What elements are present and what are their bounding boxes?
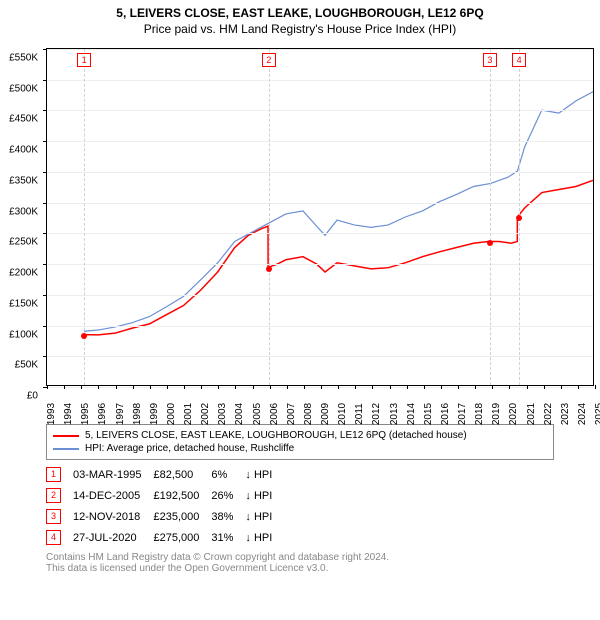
tx-vs-hpi: ↓ HPI [245, 464, 284, 485]
x-tick-label: 2012 [371, 403, 375, 425]
x-axis-labels: 1993199419951996199719981999200020012002… [46, 386, 594, 418]
legend-box: 5, LEIVERS CLOSE, EAST LEAKE, LOUGHBOROU… [46, 424, 554, 460]
x-tick-label: 2011 [354, 403, 358, 425]
x-tick-label: 2009 [320, 403, 324, 425]
tx-price: £275,000 [153, 527, 211, 548]
tx-date: 27-JUL-2020 [73, 527, 153, 548]
x-tick-label: 2018 [474, 403, 478, 425]
y-tick-label: £550K [9, 53, 38, 64]
x-tick-label: 1999 [149, 403, 153, 425]
footer-attribution: Contains HM Land Registry data © Crown c… [46, 552, 554, 574]
x-tick-label: 2025 [594, 403, 598, 425]
y-tick-label: £100K [9, 329, 38, 340]
tx-vs-hpi: ↓ HPI [245, 527, 284, 548]
table-row: 4 27-JUL-2020£275,00031%↓ HPI [46, 527, 284, 548]
x-tick-label: 2015 [423, 403, 427, 425]
x-tick-label: 2023 [560, 403, 564, 425]
transactions-table: 103-MAR-1995£82,5006%↓ HPI214-DEC-2005£1… [46, 464, 284, 548]
tx-vs-hpi: ↓ HPI [245, 506, 284, 527]
tx-price: £82,500 [153, 464, 211, 485]
legend-item: HPI: Average price, detached house, Rush… [53, 442, 547, 455]
x-tick-label: 2005 [252, 403, 256, 425]
x-tick-label: 1997 [115, 403, 119, 425]
legend-label: HPI: Average price, detached house, Rush… [85, 443, 294, 454]
title-line-1: 5, LEIVERS CLOSE, EAST LEAKE, LOUGHBOROU… [4, 6, 596, 20]
x-tick-label: 2004 [234, 403, 238, 425]
tx-pct: 38% [211, 506, 245, 527]
footer-line-1: Contains HM Land Registry data © Crown c… [46, 552, 554, 563]
x-tick-label: 2000 [166, 403, 170, 425]
x-tick-label: 2021 [526, 403, 530, 425]
x-tick-label: 2014 [406, 403, 410, 425]
table-row: 2 14-DEC-2005£192,50026%↓ HPI [46, 485, 284, 506]
x-tick-label: 2019 [491, 403, 495, 425]
y-tick-label: £250K [9, 237, 38, 248]
x-tick-label: 2013 [389, 403, 393, 425]
sale-dot [81, 333, 87, 339]
y-tick-label: £50K [15, 360, 38, 371]
sale-marker: 2 [262, 53, 276, 67]
tx-price: £235,000 [153, 506, 211, 527]
y-tick-label: £150K [9, 298, 38, 309]
tx-date: 14-DEC-2005 [73, 485, 153, 506]
tx-pct: 26% [211, 485, 245, 506]
table-row: 1 03-MAR-1995£82,5006%↓ HPI [46, 464, 284, 485]
y-tick-label: £500K [9, 83, 38, 94]
tx-marker: 1 [46, 467, 61, 482]
chart-lines [47, 49, 593, 385]
legend-swatch [53, 448, 79, 450]
plot-region: 1 2 3 4 [46, 48, 594, 386]
x-tick-label: 2016 [440, 403, 444, 425]
y-tick-label: £300K [9, 206, 38, 217]
legend-label: 5, LEIVERS CLOSE, EAST LEAKE, LOUGHBOROU… [85, 430, 467, 441]
chart-titles: 5, LEIVERS CLOSE, EAST LEAKE, LOUGHBOROU… [0, 0, 600, 38]
y-tick-label: £0 [27, 391, 38, 402]
sale-dot [516, 215, 522, 221]
tx-pct: 6% [211, 464, 245, 485]
sale-marker: 4 [512, 53, 526, 67]
x-tick-label: 1998 [132, 403, 136, 425]
y-axis-labels: £0£50K£100K£150K£200K£250K£300K£350K£400… [0, 48, 42, 386]
x-tick-label: 2010 [337, 403, 341, 425]
sale-marker: 3 [483, 53, 497, 67]
chart-area: £0 £50K £100K £150K £200K £250K £300K £350K £400… [0, 38, 600, 418]
y-tick-label: £350K [9, 175, 38, 186]
y-tick-label: £200K [9, 268, 38, 279]
sale-marker: 1 [77, 53, 91, 67]
x-tick-label: 2002 [200, 403, 204, 425]
x-tick-label: 1996 [97, 403, 101, 425]
tx-date: 03-MAR-1995 [73, 464, 153, 485]
y-tick-label: £450K [9, 114, 38, 125]
tx-price: £192,500 [153, 485, 211, 506]
x-tick-label: 2001 [183, 403, 187, 425]
tx-vs-hpi: ↓ HPI [245, 485, 284, 506]
title-line-2: Price paid vs. HM Land Registry's House … [4, 22, 596, 36]
x-tick-label: 2003 [217, 403, 221, 425]
legend-item: 5, LEIVERS CLOSE, EAST LEAKE, LOUGHBOROU… [53, 429, 547, 442]
x-tick-label: 2008 [303, 403, 307, 425]
x-tick-label: 1993 [46, 403, 50, 425]
sale-dot [266, 266, 272, 272]
tx-date: 12-NOV-2018 [73, 506, 153, 527]
x-tick-label: 2007 [286, 403, 290, 425]
tx-marker: 4 [46, 530, 61, 545]
tx-marker: 2 [46, 488, 61, 503]
footer-line-2: This data is licensed under the Open Gov… [46, 563, 554, 574]
x-tick-label: 2024 [577, 403, 581, 425]
sale-dot [487, 240, 493, 246]
tx-marker: 3 [46, 509, 61, 524]
x-tick-label: 1994 [63, 403, 67, 425]
table-row: 3 12-NOV-2018£235,00038%↓ HPI [46, 506, 284, 527]
x-tick-label: 1995 [80, 403, 84, 425]
tx-pct: 31% [211, 527, 245, 548]
y-tick-label: £400K [9, 145, 38, 156]
x-tick-label: 2020 [508, 403, 512, 425]
x-tick-label: 2022 [543, 403, 547, 425]
page: 5, LEIVERS CLOSE, EAST LEAKE, LOUGHBOROU… [0, 0, 600, 574]
legend-swatch [53, 435, 79, 437]
x-tick-label: 2006 [269, 403, 273, 425]
x-tick-label: 2017 [457, 403, 461, 425]
